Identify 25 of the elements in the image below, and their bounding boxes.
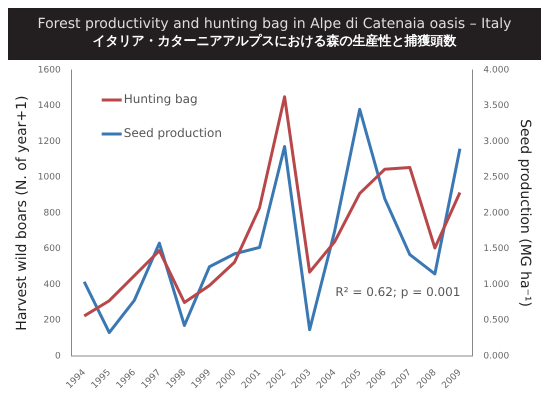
y-tick-label: 1400 (38, 101, 61, 112)
y2-tick-label: 1.500 (483, 244, 510, 254)
y-axis-title: Harvest wild boars (N. of year+1) (14, 95, 30, 331)
y-tick-label: 200 (44, 316, 61, 326)
y-tick-label: 800 (44, 208, 61, 218)
legend-label: Seed production (124, 126, 222, 140)
y-tick-label: 0 (54, 352, 61, 362)
legend-label: Hunting bag (124, 92, 198, 106)
y2-tick-label: 4.000 (483, 65, 510, 76)
y2-tick-label: 0.500 (483, 316, 510, 326)
annotation: R² = 0.62; p = 0.001 (335, 285, 460, 300)
y2-tick-label: 1.000 (483, 280, 510, 290)
y2-tick-label: 3.500 (483, 101, 510, 112)
y2-tick-label: 2.500 (483, 172, 510, 183)
y-tick-label: 400 (44, 280, 61, 290)
y-tick-label: 1200 (38, 136, 61, 147)
y2-tick-label: 2.000 (483, 208, 510, 218)
y2-tick-label: 3.000 (483, 136, 510, 147)
y-tick-label: 1600 (38, 65, 61, 76)
y2-axis-title: Seed production (MG ha⁻¹) (516, 119, 533, 308)
chart-subtitle: イタリア・カターニアアルプスにおける森の生産性と捕獲頭数 (92, 32, 458, 50)
y2-tick-label: 0.000 (483, 352, 510, 362)
y-tick-label: 600 (44, 244, 61, 254)
chart-title: Forest productivity and hunting bag in Alpe di Catenaia oasis – Italy (36, 16, 512, 32)
y-tick-label: 1000 (38, 172, 61, 183)
